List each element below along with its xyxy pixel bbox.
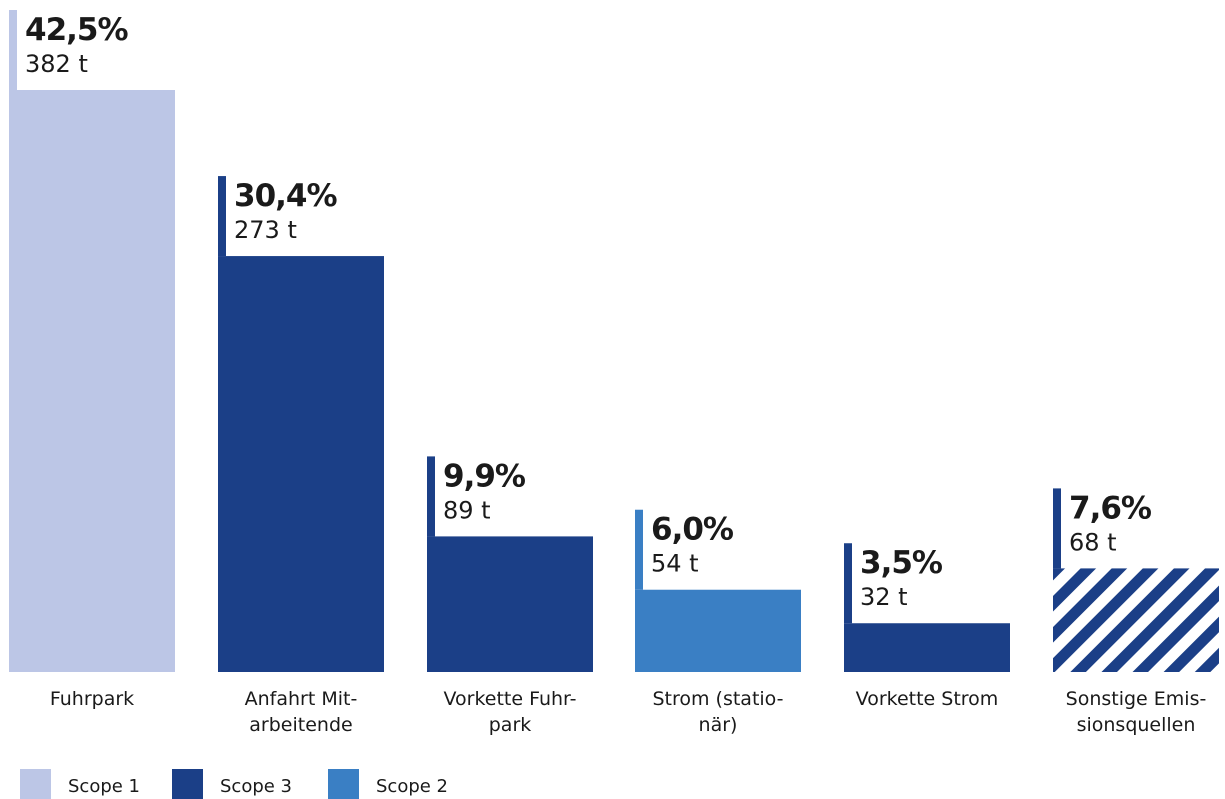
labels-group: 42,5%382 t Fuhrpark 30,4%273 t Anfahrt Mit-… [25, 12, 1206, 736]
share-label-4: 6,0% [651, 512, 734, 548]
value-label-6: 68 t [1069, 528, 1117, 556]
category-label-2-line-1: Anfahrt Mit- [245, 688, 358, 710]
value-label-2: 273 t [234, 216, 297, 244]
category-label-6-line-2: sionsquellen [1077, 714, 1196, 736]
share-label-6: 7,6% [1069, 490, 1152, 526]
bar-marker-4 [635, 509, 643, 590]
share-label-1: 42,5% [25, 12, 128, 48]
bar-1 [9, 90, 175, 672]
legend: Scope 1 Scope 3 Scope 2 [20, 769, 448, 799]
bar-4 [635, 589, 801, 672]
legend-swatch-scope-3 [172, 769, 203, 799]
value-label-4: 54 t [651, 550, 699, 578]
bar-marker-2 [218, 176, 226, 257]
share-label-5: 3,5% [860, 545, 943, 581]
bar-6 [1053, 568, 1219, 672]
legend-label-scope-1: Scope 1 [68, 776, 140, 797]
bar-3 [427, 536, 593, 672]
category-label-3-line-1: Vorkette Fuhr- [443, 688, 576, 710]
legend-label-scope-3: Scope 3 [220, 776, 292, 797]
bar-2 [218, 256, 384, 672]
share-label-3: 9,9% [443, 458, 526, 494]
bar-5 [844, 623, 1010, 672]
bar-marker-3 [427, 456, 435, 537]
share-label-2: 30,4% [234, 178, 337, 214]
category-label-5: Vorkette Strom [856, 688, 999, 710]
category-label-4-line-1: Strom (statio- [652, 688, 783, 710]
legend-label-scope-2: Scope 2 [376, 776, 448, 797]
bar-marker-6 [1053, 488, 1061, 569]
bar-marker-1 [9, 10, 17, 90]
category-label-4-line-2: när) [699, 714, 738, 736]
value-label-3: 89 t [443, 496, 491, 524]
value-label-1: 382 t [25, 50, 88, 78]
bars-group [9, 10, 1219, 672]
category-label-1: Fuhrpark [50, 688, 134, 710]
legend-swatch-scope-2 [328, 769, 359, 799]
category-label-6-line-1: Sonstige Emis- [1066, 688, 1207, 710]
legend-swatch-scope-1 [20, 769, 51, 799]
bar-marker-5 [844, 543, 852, 624]
category-label-3-line-2: park [489, 714, 532, 736]
value-label-5: 32 t [860, 583, 908, 611]
category-label-2-line-2: arbeitende [249, 714, 352, 736]
